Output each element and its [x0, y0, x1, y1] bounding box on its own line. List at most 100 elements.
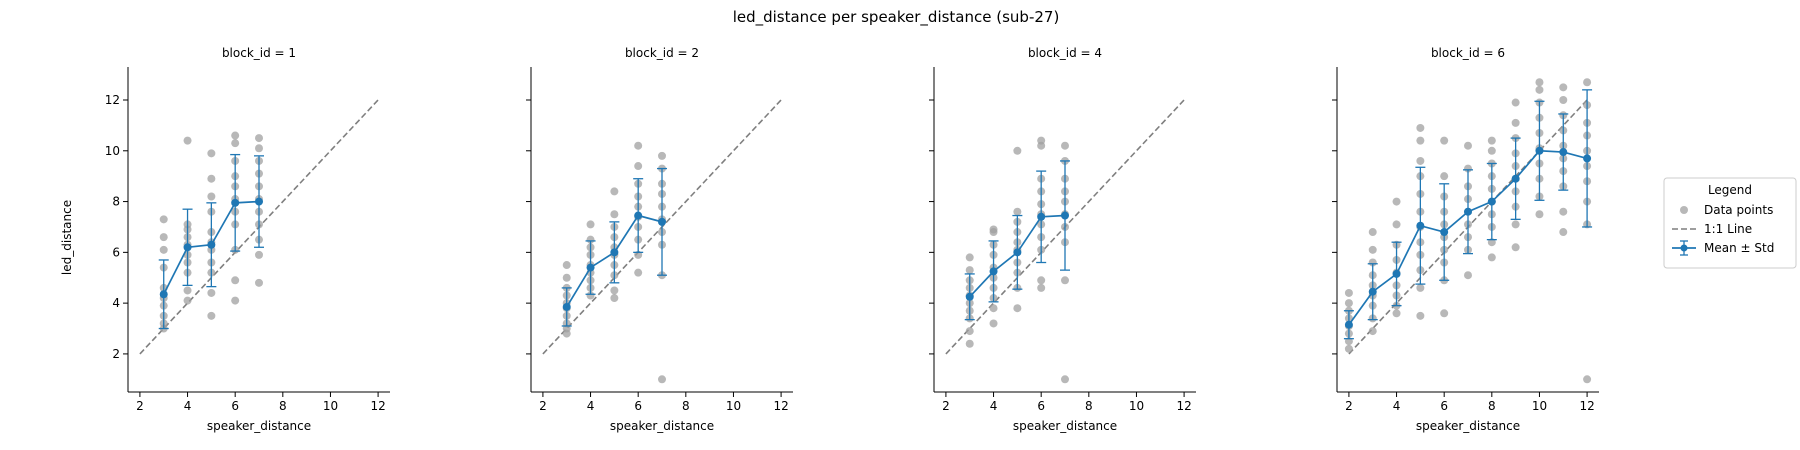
- data-point: [159, 215, 168, 224]
- data-point: [207, 288, 216, 297]
- x-tick-label: 12: [1176, 399, 1191, 413]
- y-tick-label: 12: [105, 93, 120, 107]
- x-tick-label: 2: [942, 399, 950, 413]
- x-tick-label: 2: [136, 399, 144, 413]
- subplot-title: block_id = 6: [1431, 46, 1505, 60]
- data-point: [965, 327, 974, 336]
- data-point: [1464, 164, 1472, 173]
- x-tick-label: 8: [1085, 399, 1093, 413]
- data-point: [1559, 96, 1568, 105]
- data-point: [1392, 197, 1401, 206]
- data-point: [586, 220, 595, 229]
- data-point: [231, 131, 240, 140]
- data-point: [159, 233, 168, 242]
- mean-marker: [1368, 287, 1377, 296]
- y-tick-label: 2: [112, 347, 120, 361]
- x-tick-label: 2: [539, 399, 547, 413]
- data-point: [1559, 228, 1568, 237]
- data-point: [562, 261, 571, 270]
- data-point: [1037, 283, 1046, 292]
- x-tick-label: 10: [1129, 399, 1144, 413]
- data-point: [1416, 311, 1425, 320]
- data-point: [1344, 288, 1353, 297]
- data-point: [658, 151, 666, 160]
- data-point: [1440, 172, 1449, 181]
- data-point: [1535, 210, 1544, 219]
- mean-marker: [1511, 174, 1520, 183]
- mean-marker: [658, 217, 666, 226]
- data-point: [1511, 98, 1520, 107]
- mean-marker: [1535, 146, 1544, 155]
- data-point: [1061, 276, 1069, 285]
- data-point: [1511, 220, 1520, 229]
- subplot-title: block_id = 4: [1028, 46, 1102, 60]
- mean-marker: [1037, 212, 1046, 221]
- data-point: [965, 253, 974, 262]
- data-point: [1487, 146, 1496, 155]
- data-point: [965, 266, 974, 275]
- data-point: [183, 296, 192, 305]
- data-point: [989, 304, 998, 313]
- data-point: [207, 192, 216, 201]
- data-point: [207, 149, 216, 158]
- data-point: [1344, 344, 1353, 353]
- subplot-title: block_id = 2: [625, 46, 699, 60]
- legend-label: 1:1 Line: [1704, 222, 1752, 236]
- subplot-3: 2 4 6 8 10 12 block_id = 4 speaker_distance: [929, 46, 1196, 433]
- legend: Legend Data points 1:1 Line Mean ± Std: [1663, 177, 1797, 269]
- mean-marker: [1440, 228, 1449, 237]
- mean-marker: [1464, 207, 1472, 216]
- x-axis-label: speaker_distance: [1416, 419, 1520, 433]
- figure-title: led_distance per speaker_distance (sub-2…: [733, 8, 1060, 27]
- data-point: [989, 225, 998, 234]
- data-point: [1013, 304, 1022, 313]
- data-point: [159, 245, 168, 254]
- data-point: [255, 278, 263, 287]
- mean-marker: [1013, 248, 1022, 257]
- legend-item: Data points: [1680, 203, 1773, 217]
- x-tick-label: 6: [1440, 399, 1448, 413]
- mean-marker: [1583, 154, 1592, 163]
- x-tick-label: 12: [1579, 399, 1594, 413]
- mean-marker: [634, 211, 643, 220]
- data-point: [231, 276, 240, 285]
- mean-marker: [989, 267, 998, 276]
- data-point: [658, 375, 666, 384]
- data-point: [1037, 136, 1046, 145]
- data-point: [610, 210, 619, 219]
- legend-item: 1:1 Line: [1672, 222, 1752, 236]
- y-tick-label: 10: [105, 144, 120, 158]
- x-tick-label: 6: [1037, 399, 1045, 413]
- subplot-grid: 2 4 6 8 10 12 2 4 6 8 10 12 block_id = 1 speaker_dist…: [60, 46, 1599, 433]
- data-point: [1511, 243, 1520, 252]
- data-point: [1368, 245, 1377, 254]
- x-axis-label: speaker_distance: [610, 419, 714, 433]
- data-point: [183, 136, 192, 145]
- data-point: [1416, 283, 1425, 292]
- data-point: [1392, 309, 1401, 318]
- x-tick-label: 2: [1345, 399, 1353, 413]
- subplot-title: block_id = 1: [222, 46, 296, 60]
- mean-marker: [1559, 148, 1568, 157]
- data-point: [634, 268, 643, 277]
- data-point: [1013, 207, 1022, 216]
- x-tick-label: 12: [370, 399, 385, 413]
- data-point: [989, 319, 998, 328]
- x-axis-label: speaker_distance: [207, 419, 311, 433]
- data-point: [207, 311, 216, 320]
- data-point: [586, 235, 595, 244]
- data-point: [1037, 276, 1046, 285]
- mean-marker: [586, 263, 595, 272]
- data-point: [1440, 136, 1449, 145]
- data-point: [1511, 118, 1520, 127]
- data-point: [634, 141, 643, 150]
- x-tick-label: 8: [279, 399, 287, 413]
- subplot-1: 2 4 6 8 10 12 2 4 6 8 10 12 block_id = 1 speaker_dist…: [60, 46, 390, 433]
- mean-marker: [1061, 211, 1069, 220]
- x-tick-label: 4: [587, 399, 595, 413]
- data-point: [1535, 85, 1544, 94]
- data-point: [1368, 228, 1377, 237]
- legend-swatch-marker: [1680, 244, 1688, 252]
- data-point: [255, 134, 263, 143]
- legend-label: Mean ± Std: [1704, 241, 1774, 255]
